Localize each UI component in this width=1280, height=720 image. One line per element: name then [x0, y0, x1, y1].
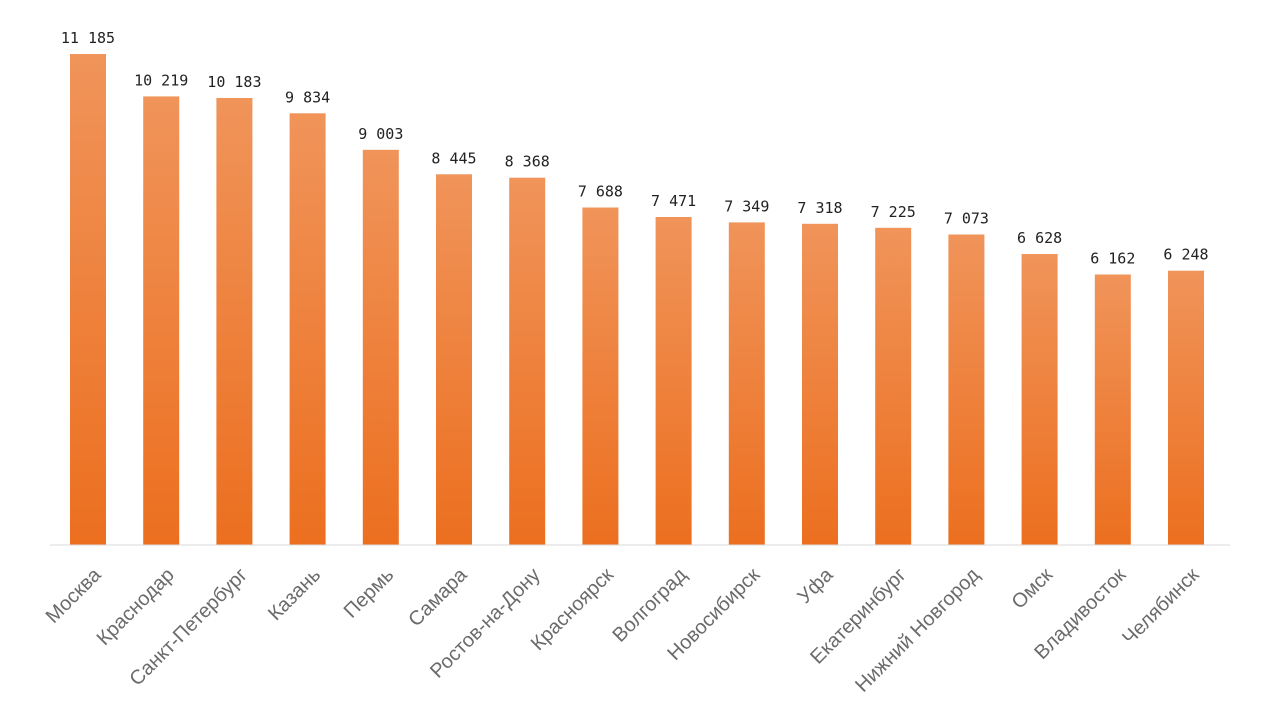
bar	[362, 149, 399, 546]
value-label: 6 628	[1017, 229, 1062, 247]
bar	[216, 98, 253, 545]
category-label: Нижний Новгород	[851, 564, 984, 697]
bar	[582, 207, 619, 545]
category-label: Самара	[404, 563, 472, 631]
bar	[1168, 270, 1204, 545]
bars-group	[70, 54, 1204, 546]
value-label: 6 248	[1163, 246, 1208, 264]
bar	[728, 222, 765, 545]
value-label: 7 471	[651, 192, 696, 210]
value-label: 9 003	[358, 125, 403, 143]
value-label: 7 688	[578, 183, 623, 201]
value-label: 6 162	[1090, 250, 1135, 268]
value-label: 9 834	[285, 88, 330, 106]
value-label: 10 183	[207, 73, 261, 91]
bar	[289, 113, 326, 546]
value-labels-group: 11 185 10 219 10 183 9 834 9 003 8 445 8 368 7 …	[61, 29, 1209, 268]
value-label: 11 185	[61, 29, 115, 47]
value-label: 10 219	[134, 71, 188, 89]
category-label: Челябинск	[1118, 564, 1204, 650]
value-label: 8 368	[505, 153, 550, 171]
bar	[70, 54, 106, 545]
value-label: 7 318	[797, 199, 842, 217]
bar	[655, 217, 692, 545]
category-label: Уфа	[793, 563, 838, 608]
value-label: 7 073	[944, 210, 989, 228]
bar	[143, 96, 180, 546]
category-label: Москва	[42, 563, 106, 627]
bar	[948, 234, 985, 545]
value-label: 7 349	[724, 197, 769, 215]
bar	[436, 174, 472, 546]
category-label: Омск	[1008, 564, 1058, 614]
bar	[1021, 254, 1058, 545]
bar	[875, 227, 912, 546]
bar	[509, 177, 546, 545]
value-label: 7 225	[871, 203, 916, 221]
category-label: Казань	[264, 564, 325, 625]
value-label: 8 445	[431, 149, 476, 167]
bar	[802, 223, 838, 546]
category-label: Пермь	[340, 564, 399, 623]
bar	[1094, 274, 1131, 545]
